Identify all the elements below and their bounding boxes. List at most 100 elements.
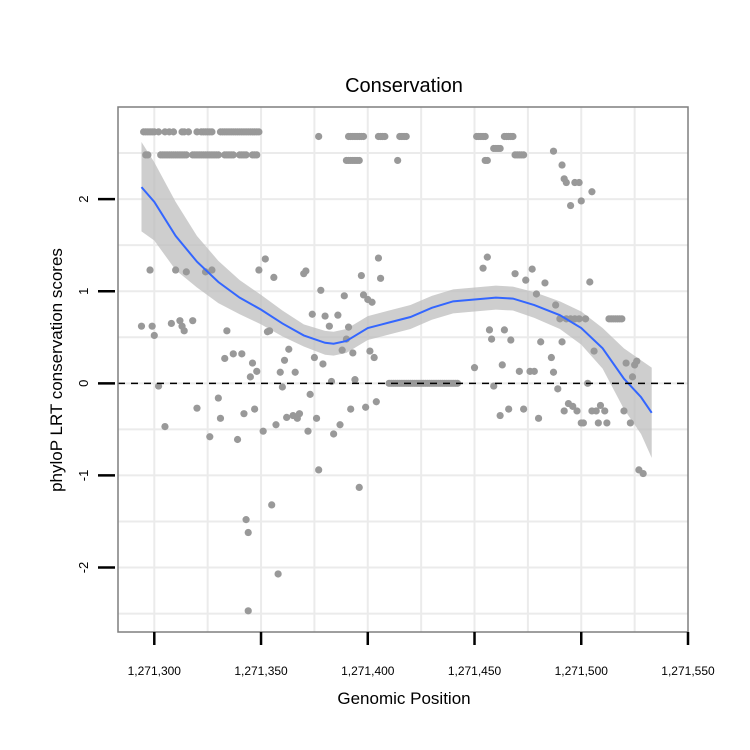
data-point: [569, 402, 577, 410]
data-point: [201, 268, 210, 276]
y-tick-label: 2: [76, 195, 91, 202]
data-point: [154, 128, 163, 136]
data-point: [603, 419, 611, 427]
data-point: [182, 151, 190, 159]
data-point: [229, 350, 237, 358]
data-point: [515, 367, 523, 375]
data-point: [359, 132, 368, 141]
data-point: [560, 407, 568, 415]
data-point: [520, 151, 528, 159]
data-point: [161, 423, 169, 431]
data-point: [511, 270, 519, 278]
data-point: [558, 161, 566, 169]
data-point: [272, 421, 280, 429]
data-point: [206, 433, 214, 441]
data-point: [276, 368, 284, 376]
data-point: [601, 407, 609, 415]
data-point: [549, 147, 558, 155]
data-point: [596, 401, 605, 410]
data-points-layer: [137, 128, 647, 615]
data-point: [537, 338, 545, 346]
data-point: [184, 128, 193, 136]
data-point: [577, 197, 585, 205]
data-point: [372, 398, 380, 406]
data-point: [238, 350, 246, 358]
data-point: [618, 315, 626, 323]
data-point: [633, 357, 641, 365]
data-point: [208, 128, 216, 136]
data-point: [490, 382, 498, 390]
y-axis-ticks: -2 -1 0 1 2: [76, 195, 115, 573]
data-point: [338, 346, 346, 354]
data-point: [340, 292, 348, 300]
data-point: [366, 347, 374, 355]
data-point: [261, 255, 269, 263]
data-point: [246, 373, 254, 381]
data-point: [336, 421, 344, 429]
data-point: [240, 410, 248, 418]
data-point: [306, 390, 314, 398]
data-point: [278, 383, 286, 391]
data-point: [221, 354, 229, 363]
data-point: [319, 360, 327, 368]
data-point: [283, 413, 291, 421]
data-point: [579, 419, 587, 427]
data-point: [193, 404, 201, 412]
data-point: [229, 151, 237, 159]
data-point: [394, 156, 402, 165]
data-point: [626, 419, 634, 427]
plot-panel-border: [117, 106, 689, 633]
data-point: [355, 483, 363, 491]
data-point: [248, 359, 257, 367]
data-point: [487, 335, 496, 343]
y-tick-label: 1: [76, 288, 91, 295]
data-point: [334, 311, 342, 319]
data-point: [214, 151, 222, 159]
data-point: [402, 132, 410, 141]
data-point: [357, 271, 365, 280]
data-point: [481, 132, 489, 141]
data-point: [180, 327, 188, 335]
data-point: [347, 405, 355, 413]
data-point: [541, 279, 549, 287]
data-point: [253, 151, 261, 159]
y-axis-title: phyloP LRT conservation scores: [47, 248, 66, 492]
data-point: [270, 273, 278, 281]
data-point: [522, 276, 530, 284]
data-point: [552, 301, 560, 309]
data-point: [581, 315, 590, 323]
data-point: [620, 407, 628, 415]
data-point: [483, 253, 491, 261]
data-point: [355, 156, 363, 165]
data-point: [558, 338, 566, 346]
data-point: [520, 405, 528, 413]
data-point: [310, 353, 319, 362]
y-tick-label: -1: [76, 470, 91, 482]
data-point: [575, 178, 583, 187]
data-point: [317, 286, 325, 294]
y-tick-label: -2: [76, 562, 91, 574]
data-point: [259, 427, 267, 435]
data-point: [594, 419, 602, 427]
data-point: [622, 359, 630, 367]
data-point: [312, 414, 321, 422]
data-point: [255, 128, 263, 136]
x-axis-ticks: 1,271,300 1,271,350 1,271,400 1,271,450 1,27…: [128, 632, 715, 678]
data-point: [628, 373, 637, 381]
data-point: [368, 298, 376, 306]
data-point: [253, 367, 261, 375]
data-point: [370, 353, 378, 362]
data-point: [214, 394, 222, 402]
data-point: [592, 407, 600, 415]
data-point: [496, 144, 504, 153]
data-point: [505, 405, 513, 413]
data-point: [308, 310, 316, 318]
data-point: [295, 410, 304, 418]
data-point: [325, 322, 333, 330]
data-point: [216, 414, 225, 422]
y-tick-label: 0: [76, 380, 91, 387]
data-point: [344, 323, 353, 331]
data-point: [146, 266, 154, 274]
data-point: [532, 290, 541, 298]
